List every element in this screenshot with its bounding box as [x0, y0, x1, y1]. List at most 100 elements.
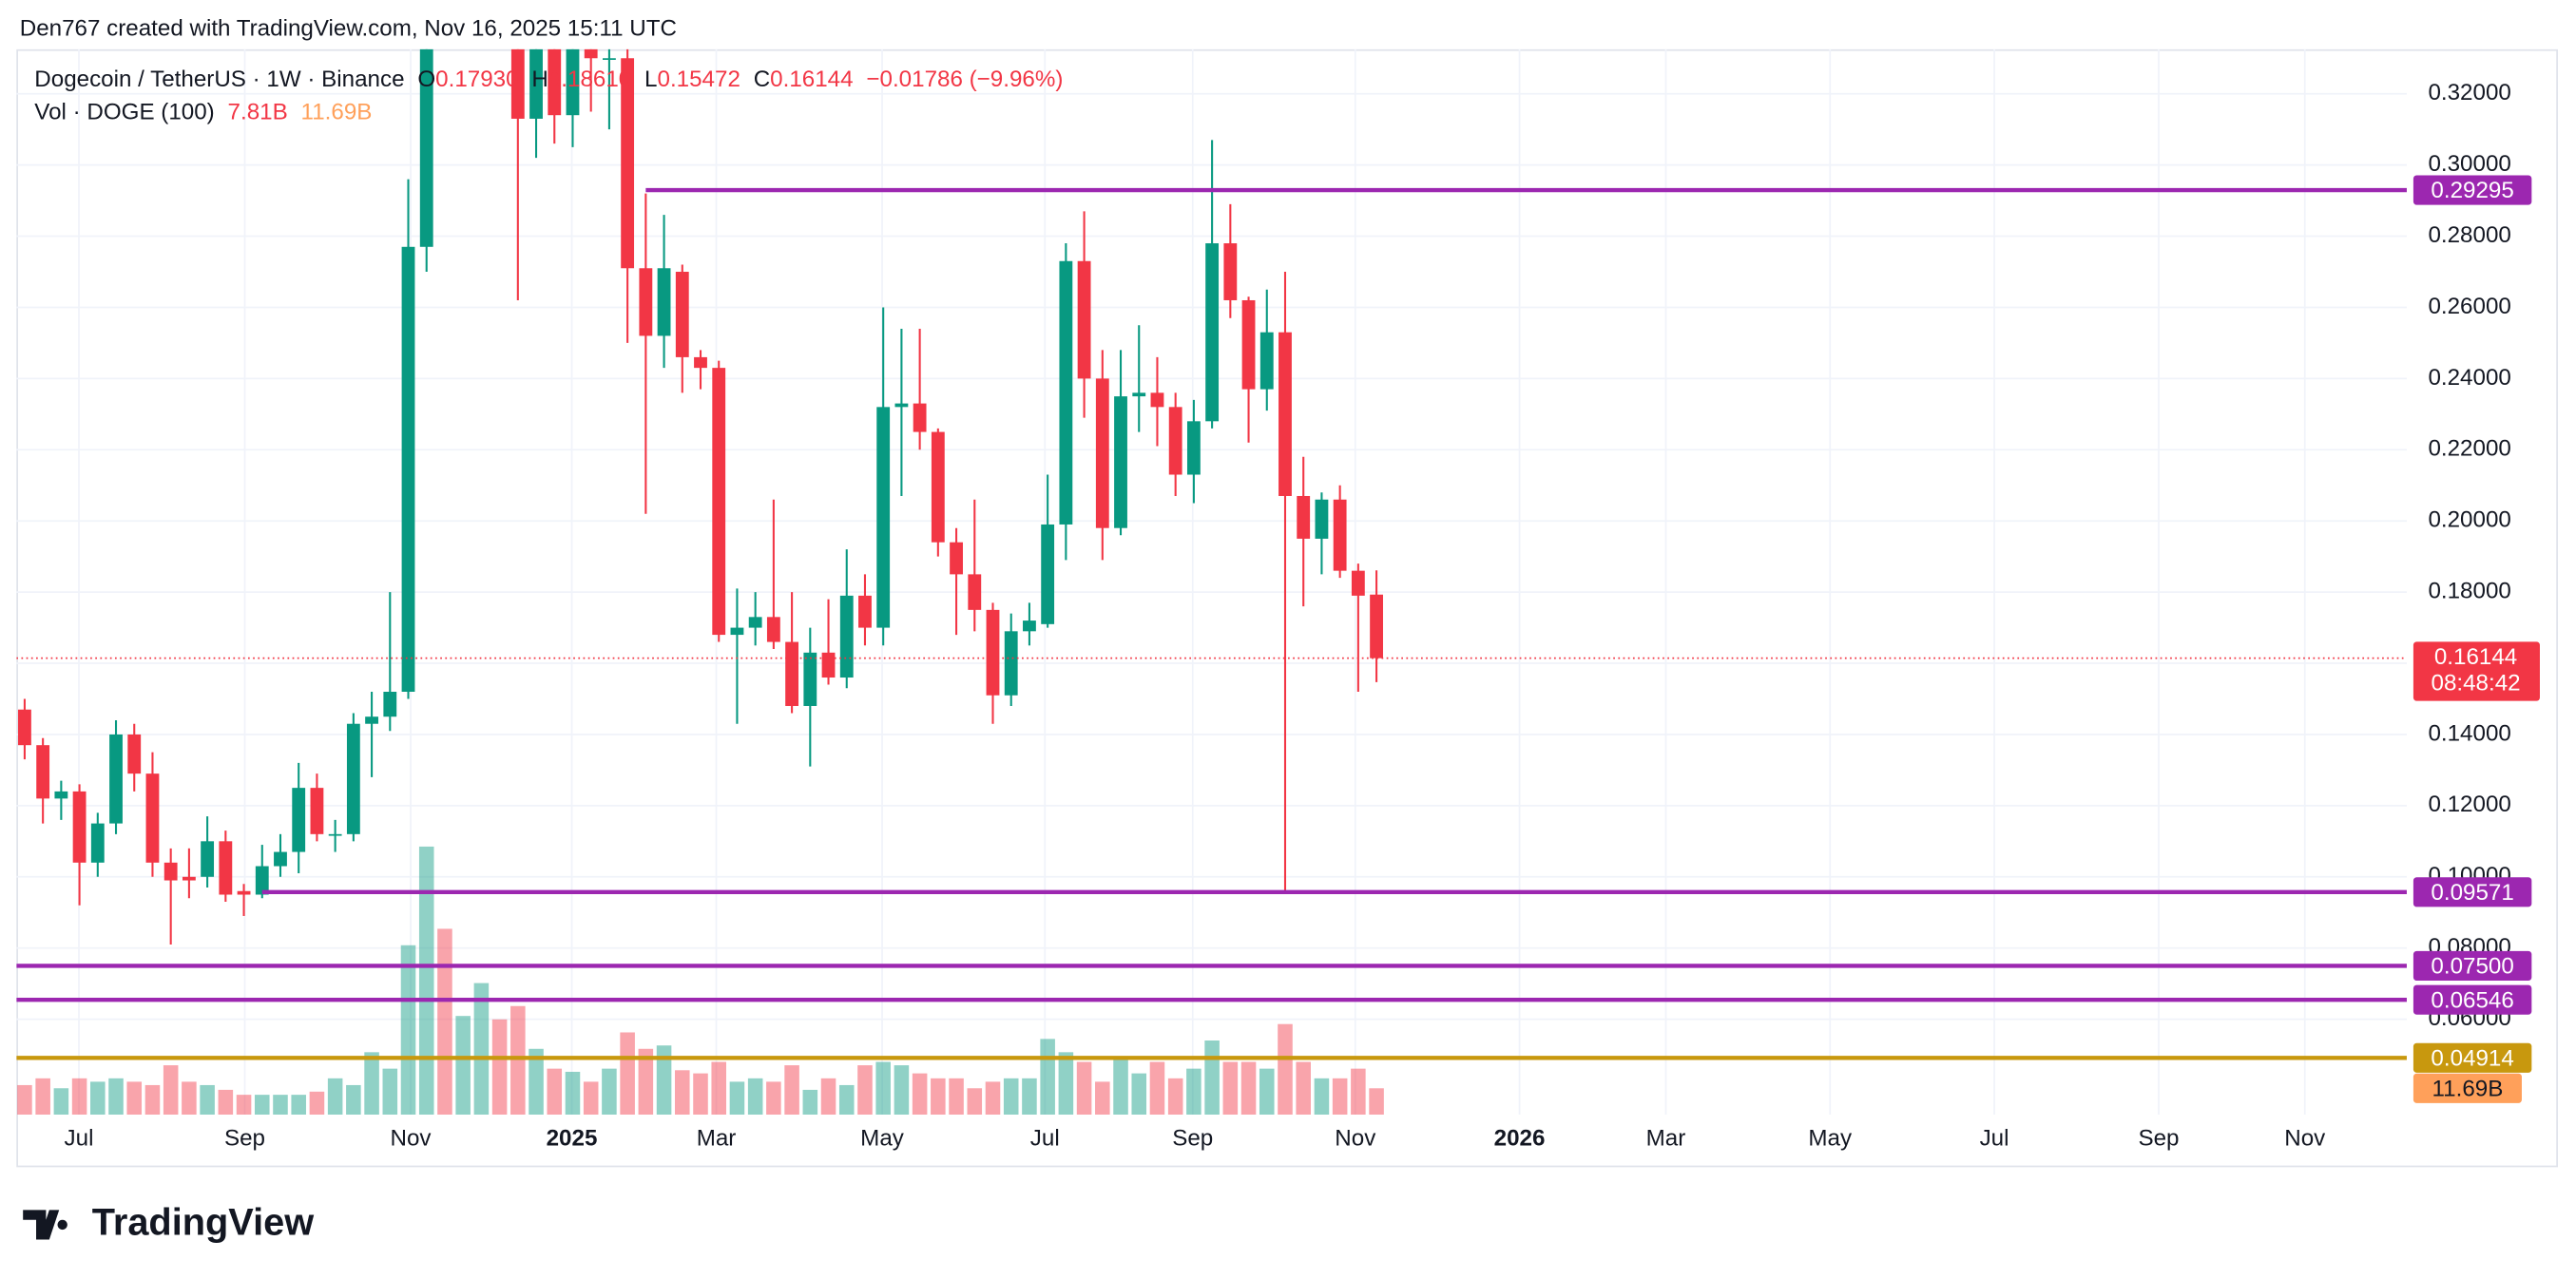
brand: TradingView — [92, 1201, 315, 1243]
volume-bar — [90, 1081, 106, 1115]
candle-body — [510, 48, 525, 119]
pane-border — [16, 48, 2558, 1168]
candle-body — [328, 833, 342, 836]
volume-bar — [620, 1032, 635, 1115]
x-tick-label: May — [860, 1125, 905, 1151]
y-tick-label: 0.30000 — [2428, 151, 2510, 177]
candle-body — [950, 542, 963, 575]
candle-body — [419, 48, 433, 247]
candle-body — [1077, 260, 1091, 379]
volume-bar — [1186, 1068, 1201, 1115]
volume-bar — [529, 1048, 544, 1115]
candle-body — [785, 641, 799, 706]
volume-bar — [1058, 1052, 1074, 1115]
candle-body — [1004, 631, 1018, 696]
candle-body — [346, 723, 360, 834]
y-tick-label: 0.22000 — [2428, 436, 2510, 462]
candle-body — [36, 745, 50, 799]
candle-body — [1168, 407, 1182, 475]
level-label-box — [2413, 950, 2532, 981]
volume-bar — [400, 945, 416, 1115]
candle-body — [1241, 299, 1256, 390]
volume-bar — [656, 1045, 672, 1115]
ohlc-key: L — [644, 67, 657, 92]
candle-body — [1132, 392, 1146, 397]
candle-body — [1259, 332, 1274, 390]
x-tick-label: May — [1808, 1125, 1853, 1151]
level-label-box — [2413, 1042, 2532, 1073]
volume-bar — [1040, 1039, 1055, 1115]
volume-bar — [747, 1078, 763, 1115]
volume-bar — [108, 1078, 124, 1115]
countdown: 08:48:42 — [2432, 671, 2521, 697]
last-volume-box — [2413, 1073, 2522, 1103]
ohlc-key: C — [754, 67, 770, 92]
ohlc-value: 0.18610 — [548, 67, 631, 92]
volume-bar — [1022, 1078, 1037, 1115]
candle-body — [365, 716, 378, 724]
volume-bar — [1003, 1078, 1019, 1115]
x-tick-label: Jul — [1030, 1125, 1060, 1151]
candle-body — [219, 841, 233, 895]
volume-bar — [766, 1081, 781, 1115]
candle-body — [145, 773, 160, 863]
volume-bar — [602, 1068, 617, 1115]
plot — [16, 48, 2407, 1115]
candle-body — [968, 574, 982, 610]
candle-body — [1095, 378, 1109, 528]
candle-body — [657, 268, 671, 336]
volume-bar — [17, 1084, 32, 1115]
x-tick-label: Sep — [1172, 1125, 1213, 1151]
volume-bar — [729, 1081, 745, 1115]
volume-bar — [1259, 1068, 1275, 1115]
candle-body — [712, 368, 726, 636]
volume-bar — [473, 983, 490, 1115]
candle-body — [292, 788, 306, 852]
volume-bar — [931, 1078, 946, 1115]
volume-bar — [1222, 1061, 1239, 1115]
volume-bar — [144, 1084, 161, 1115]
y-tick-label: 0.18000 — [2428, 579, 2510, 604]
legend-symbol-line: Dogecoin / TetherUS · 1W · Binance O0.179… — [34, 67, 1063, 92]
level-label-box — [2413, 984, 2532, 1015]
candle-body — [109, 734, 123, 824]
volume-bar — [291, 1095, 306, 1115]
level-label: 0.04914 — [2431, 1045, 2513, 1071]
candle-body — [876, 407, 891, 628]
candle-body — [1186, 421, 1201, 475]
volume-bar — [802, 1089, 818, 1115]
volume-bar — [857, 1065, 873, 1115]
volume-bar — [71, 1078, 87, 1115]
volume-bar — [547, 1068, 563, 1115]
volume-bar — [163, 1065, 179, 1115]
level-label-box — [2413, 175, 2532, 205]
volume-bar — [418, 846, 434, 1115]
candle-body — [931, 431, 945, 543]
volume-bar — [912, 1073, 928, 1115]
candle-body — [675, 272, 689, 357]
volume-bar — [510, 1005, 526, 1115]
candle-body — [986, 609, 1000, 696]
volume-bar — [1113, 1057, 1128, 1115]
last-volume-label: 11.69B — [2432, 1076, 2504, 1101]
volume-bar — [491, 1019, 508, 1115]
candle-body — [566, 48, 580, 116]
logo-icon — [23, 1210, 67, 1240]
candle-body — [255, 866, 269, 895]
candle-body — [90, 823, 105, 863]
candle-body — [858, 595, 872, 628]
symbol: Dogecoin / TetherUS · 1W · Binance — [34, 67, 404, 92]
candle-body — [621, 58, 635, 269]
candle-body — [821, 652, 836, 678]
volume-bar — [1167, 1078, 1183, 1115]
y-tick-label: 0.28000 — [2428, 222, 2510, 248]
volume-bar — [1131, 1073, 1147, 1115]
volume-bar — [327, 1078, 343, 1115]
level-label-box — [2413, 877, 2532, 907]
volume-bar — [53, 1088, 69, 1115]
level-label: 0.29295 — [2431, 178, 2513, 203]
volume-bar — [583, 1081, 599, 1115]
y-tick-label: 0.24000 — [2428, 365, 2510, 391]
candle-body — [548, 48, 562, 116]
candle-body — [401, 246, 415, 693]
